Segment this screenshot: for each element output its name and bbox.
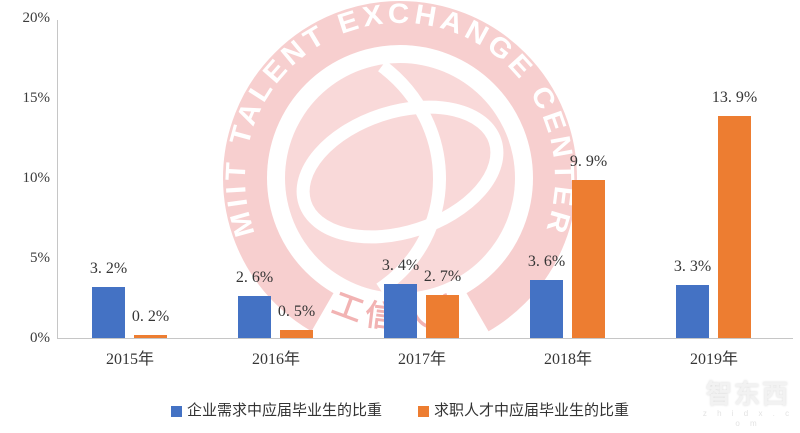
y-axis-tick-label: 15% xyxy=(22,90,51,106)
bar-series1-1 xyxy=(92,286,125,338)
legend-swatch-blue xyxy=(170,405,182,417)
y-axis-tick-label: 20% xyxy=(22,10,51,26)
legend-item-series1: 企业需求中应届毕业生的比重 xyxy=(170,402,382,420)
bar-series1-3 xyxy=(384,283,417,338)
x-axis-category-label: 2017年 xyxy=(397,351,446,368)
legend-swatch-orange xyxy=(418,405,429,417)
stamp-swoosh-emblem xyxy=(296,60,504,295)
bar-series2-3 xyxy=(426,294,459,338)
legend-label: 求职人才中应届毕业生的比重 xyxy=(434,403,630,419)
bar-series2-5 xyxy=(718,115,751,338)
zhidx-watermark: 智东西 z h i d x . c o m xyxy=(698,381,798,429)
bar-series2-4 xyxy=(572,179,605,338)
x-axis-category-label: 2016年 xyxy=(251,351,300,368)
bar-value-label: 3. 4% xyxy=(381,256,420,274)
y-axis-line xyxy=(57,20,58,338)
bar-value-label: 3. 3% xyxy=(673,258,712,276)
y-axis-tick-label: 5% xyxy=(30,250,50,266)
legend-label: 企业需求中应届毕业生的比重 xyxy=(186,403,382,419)
legend-item-series2: 求职人才中应届毕业生的比重 xyxy=(418,402,629,420)
zhidx-logo-text: 智东西 xyxy=(705,379,790,409)
zhidx-logo-url: z h i d x . c o m xyxy=(702,409,794,428)
bar-value-label: 3. 2% xyxy=(89,259,128,277)
bar-value-label: 9. 9% xyxy=(569,152,608,170)
x-axis-line xyxy=(57,338,793,339)
bar-value-label: 2. 7% xyxy=(423,267,462,285)
bar-value-label: 2. 6% xyxy=(235,269,274,287)
x-axis-category-label: 2018年 xyxy=(543,351,592,368)
bar-value-label: 13. 9% xyxy=(711,88,758,106)
x-axis-category-label: 2015年 xyxy=(105,351,154,368)
bar-series1-4 xyxy=(530,280,563,338)
y-axis-tick-label: 10% xyxy=(22,170,51,186)
x-axis-category-label: 2019年 xyxy=(689,351,738,368)
bar-series1-2 xyxy=(238,296,271,338)
y-axis-tick-label: 0% xyxy=(30,330,50,346)
bar-series2-2 xyxy=(280,330,313,338)
chart-legend: 企业需求中应届毕业生的比重 求职人才中应届毕业生的比重 xyxy=(0,402,800,420)
bar-value-label: 0. 5% xyxy=(277,303,316,320)
bar-series1-5 xyxy=(676,285,709,338)
bar-value-label: 3. 6% xyxy=(527,253,566,271)
bar-value-label: 0. 2% xyxy=(131,307,170,325)
bar-series2-1 xyxy=(134,334,167,338)
